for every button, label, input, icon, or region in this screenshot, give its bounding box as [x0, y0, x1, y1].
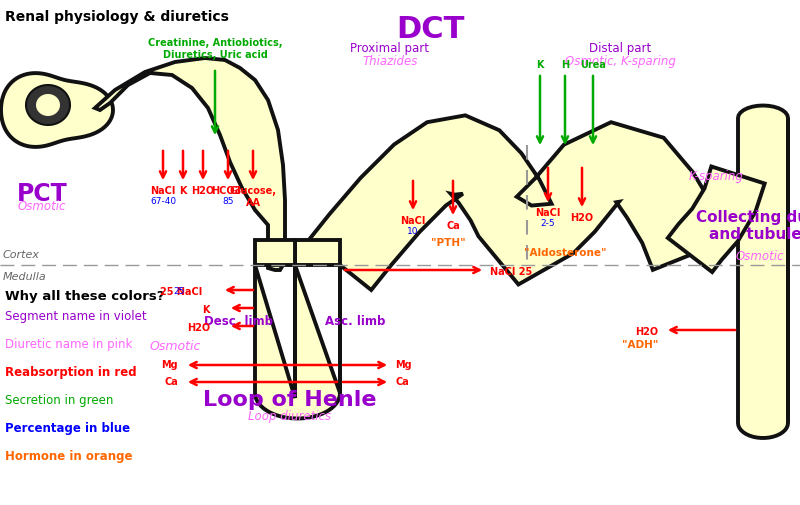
Text: Osmotic: Osmotic — [736, 250, 784, 263]
Text: Ca: Ca — [395, 377, 409, 387]
Text: 25: 25 — [174, 287, 185, 296]
Text: Distal part: Distal part — [589, 42, 651, 55]
Polygon shape — [26, 85, 70, 125]
Text: NaCl: NaCl — [400, 216, 426, 226]
Text: NaCl: NaCl — [150, 186, 176, 196]
Text: Mg: Mg — [395, 360, 412, 370]
Text: K-sparing: K-sparing — [689, 170, 743, 183]
Polygon shape — [1, 73, 113, 147]
Text: H2O: H2O — [191, 186, 214, 196]
Polygon shape — [95, 58, 285, 270]
Text: Asc. limb: Asc. limb — [325, 315, 385, 328]
Text: H2O: H2O — [570, 213, 594, 223]
Text: Diuretic name in pink: Diuretic name in pink — [5, 338, 132, 351]
Polygon shape — [255, 240, 295, 265]
Text: Secretion in green: Secretion in green — [5, 394, 114, 407]
Text: 2-5: 2-5 — [541, 219, 555, 228]
Text: Reabsorption in red: Reabsorption in red — [5, 366, 137, 379]
Text: Hormone in orange: Hormone in orange — [5, 450, 133, 463]
Text: Medulla: Medulla — [3, 272, 46, 282]
Polygon shape — [738, 106, 788, 438]
Text: H2O: H2O — [635, 327, 658, 337]
Text: Segment name in violet: Segment name in violet — [5, 310, 146, 323]
Text: Creatinine, Antiobiotics,
Diuretics, Uric acid: Creatinine, Antiobiotics, Diuretics, Uri… — [148, 38, 282, 60]
Text: NaCl: NaCl — [535, 208, 561, 218]
Text: 25 NaCl: 25 NaCl — [160, 287, 202, 297]
Text: K: K — [536, 60, 544, 70]
Text: Cortex: Cortex — [3, 250, 40, 260]
Text: K: K — [202, 305, 210, 315]
Text: Osmotic, K-sparing: Osmotic, K-sparing — [565, 55, 675, 68]
Text: H: H — [561, 60, 569, 70]
Text: Why all these colors?: Why all these colors? — [5, 290, 165, 303]
Polygon shape — [36, 94, 60, 116]
Text: Proximal part: Proximal part — [350, 42, 430, 55]
Text: Mg: Mg — [162, 360, 178, 370]
Polygon shape — [295, 240, 340, 265]
Polygon shape — [255, 265, 340, 419]
Text: Osmotic: Osmotic — [150, 340, 201, 353]
Text: Loop of Henle: Loop of Henle — [203, 390, 377, 410]
Text: Glucose,
AA: Glucose, AA — [230, 186, 277, 208]
Text: 67-40: 67-40 — [150, 197, 176, 206]
Text: K: K — [179, 186, 186, 196]
Text: NaCl 25: NaCl 25 — [490, 267, 532, 277]
Text: 10: 10 — [407, 227, 418, 236]
Text: Percentage in blue: Percentage in blue — [5, 422, 130, 435]
Text: Thiazides: Thiazides — [362, 55, 418, 68]
Text: Renal physiology & diuretics: Renal physiology & diuretics — [5, 10, 229, 24]
Text: Desc. limb: Desc. limb — [203, 315, 273, 328]
Text: Ca: Ca — [446, 221, 460, 231]
Text: "PTH": "PTH" — [430, 238, 466, 248]
Text: Collecting duct
and tubules: Collecting duct and tubules — [696, 210, 800, 242]
Polygon shape — [309, 115, 727, 290]
Text: H2O: H2O — [187, 323, 210, 333]
Text: Loop diuretics: Loop diuretics — [249, 410, 331, 423]
Text: Ca: Ca — [164, 377, 178, 387]
Text: 85: 85 — [222, 197, 234, 206]
Text: HCO3-: HCO3- — [211, 186, 245, 196]
Text: "Aldosterone": "Aldosterone" — [524, 248, 606, 258]
Text: DCT: DCT — [396, 15, 464, 44]
Text: "ADH": "ADH" — [622, 340, 658, 350]
Text: PCT: PCT — [17, 182, 67, 206]
Text: Osmotic: Osmotic — [18, 200, 66, 213]
Polygon shape — [668, 167, 765, 272]
Text: Urea: Urea — [580, 60, 606, 70]
